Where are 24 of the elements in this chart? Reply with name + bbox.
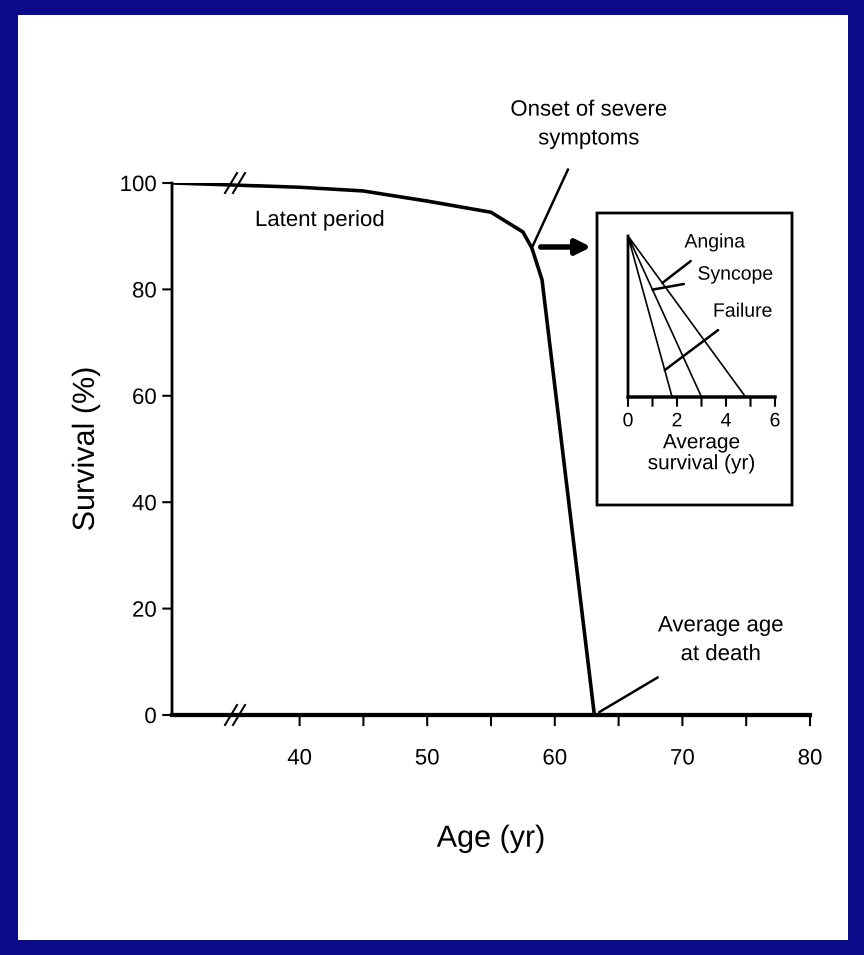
x-tick-label: 0 (623, 412, 633, 427)
y-tick-label: 80 (132, 282, 156, 298)
x-tick-label: 60 (544, 748, 566, 765)
x-tick-label: 70 (671, 748, 694, 765)
y-tick-label: 0 (145, 708, 156, 724)
y-axis-title: Survival (%) (72, 368, 100, 530)
x-tick-label: 6 (770, 412, 780, 427)
x-tick-label: 4 (721, 412, 731, 426)
legend-label: Syncope (698, 266, 772, 284)
y-tick-label: 100 (121, 176, 156, 192)
series-label: Angina (684, 233, 746, 252)
annotation: Latent period (256, 210, 384, 231)
y-tick-label: 60 (133, 388, 156, 404)
annotation: Average age at death (658, 616, 783, 660)
annotation: Onset of severe symptoms (511, 100, 666, 150)
text: Failure (714, 302, 772, 317)
x-tick-label: 40 (288, 748, 312, 765)
x-axis-title: Age (yr) (436, 824, 544, 854)
y-tick-label: 40 (132, 494, 156, 510)
x-tick-label: 50 (416, 748, 439, 765)
x-tick-label: 2 (672, 412, 682, 426)
x-axis-title: Average survival (yr) (648, 434, 754, 474)
x-tick-label: 80 (798, 748, 822, 765)
y-tick-label: 20 (133, 601, 156, 617)
